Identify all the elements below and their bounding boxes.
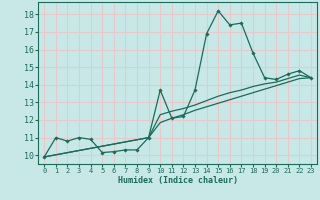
X-axis label: Humidex (Indice chaleur): Humidex (Indice chaleur) [118,176,238,185]
